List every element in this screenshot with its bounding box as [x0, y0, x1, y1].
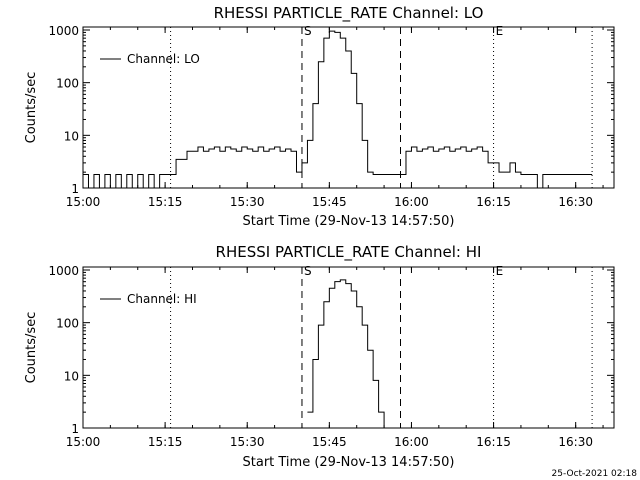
panel-1-x-tick-label-1: 15:15 [148, 435, 183, 449]
panel-1-marker-label-3: E [496, 264, 504, 278]
panel-1-x-tick-label-6: 16:30 [558, 435, 593, 449]
panel-1-x-tick-label-4: 16:00 [394, 435, 429, 449]
panel-1-x-tick-label-2: 15:30 [230, 435, 265, 449]
panel-1-y-tick-label-2: 100 [56, 317, 79, 331]
panel-1-y-tick-label-1: 10 [64, 369, 79, 383]
panel-1-x-tick-label-3: 15:45 [312, 435, 347, 449]
footer-timestamp: 25-Oct-2021 02:18 [552, 469, 638, 479]
panel-0-x-tick-label-2: 15:30 [230, 195, 265, 209]
panel-0-x-tick-label-3: 15:45 [312, 195, 347, 209]
panel-0-x-tick-label-4: 16:00 [394, 195, 429, 209]
panel-0-title: RHESSI PARTICLE_RATE Channel: LO [214, 4, 484, 23]
panel-0-marker-label-0: S [304, 24, 312, 38]
panel-1-y-axis-label: Counts/sec [24, 312, 39, 384]
panel-1-series-0-line [307, 279, 385, 428]
panel-1-x-tick-label-5: 16:15 [476, 435, 511, 449]
chart-panel-lo: RHESSI PARTICLE_RATE Channel: LO 15:00 15:… [24, 4, 615, 229]
panel-1-title: RHESSI PARTICLE_RATE Channel: HI [216, 243, 482, 262]
panel-1-y-tick-label-0: 1 [71, 422, 79, 436]
panel-1-y-tick-label-3: 1000 [48, 264, 79, 278]
panel-1-x-tick-label-0: 15:00 [66, 435, 101, 449]
panel-1-x-axis-label: Start Time (29-Nov-13 14:57:50) [243, 455, 455, 470]
panel-0-x-tick-label-1: 15:15 [148, 195, 183, 209]
panel-0-x-tick-label-0: 15:00 [66, 195, 101, 209]
chart-panel-hi: RHESSI PARTICLE_RATE Channel: HI 15:00 15:… [24, 243, 615, 470]
panel-0-y-tick-label-1: 10 [64, 129, 79, 143]
panel-0-legend-label: Channel: LO [127, 52, 200, 66]
panel-0-y-tick-label-2: 100 [56, 77, 79, 91]
panel-1-plot-frame [82, 266, 615, 429]
panel-0-y-tick-label-0: 1 [71, 182, 79, 196]
panel-0-y-tick-label-3: 1000 [48, 24, 79, 38]
panel-0-y-axis-label: Counts/sec [24, 72, 39, 144]
panel-0-plot-frame [82, 26, 615, 189]
panel-0-marker-label-3: E [496, 24, 504, 38]
panel-1-marker-label-0: S [304, 264, 312, 278]
panel-1-legend-label: Channel: HI [127, 292, 197, 306]
panel-0-x-axis-label: Start Time (29-Nov-13 14:57:50) [243, 214, 455, 229]
panel-0-x-tick-label-5: 16:15 [476, 195, 511, 209]
panel-0-x-tick-label-6: 16:30 [558, 195, 593, 209]
